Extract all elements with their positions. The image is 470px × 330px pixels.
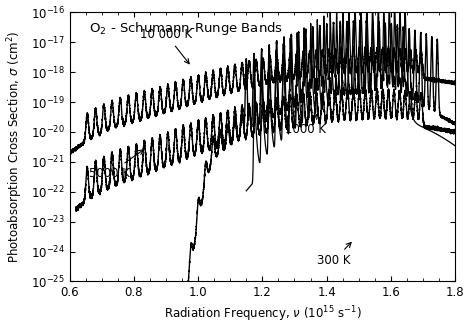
Text: 1000 K: 1000 K	[285, 114, 326, 136]
X-axis label: Radiation Frequency, $\nu$ ($10^{15}$ s$^{-1}$): Radiation Frequency, $\nu$ ($10^{15}$ s$…	[164, 305, 361, 324]
Text: 300 K: 300 K	[317, 243, 351, 267]
Y-axis label: Photoabsorption Cross Section, $\sigma$ (cm$^2$): Photoabsorption Cross Section, $\sigma$ …	[6, 31, 25, 263]
Text: 5000 K: 5000 K	[89, 150, 143, 180]
Text: 10 000 K: 10 000 K	[140, 28, 192, 64]
Text: O$_2$ - Schumann-Runge Bands: O$_2$ - Schumann-Runge Bands	[89, 20, 283, 37]
